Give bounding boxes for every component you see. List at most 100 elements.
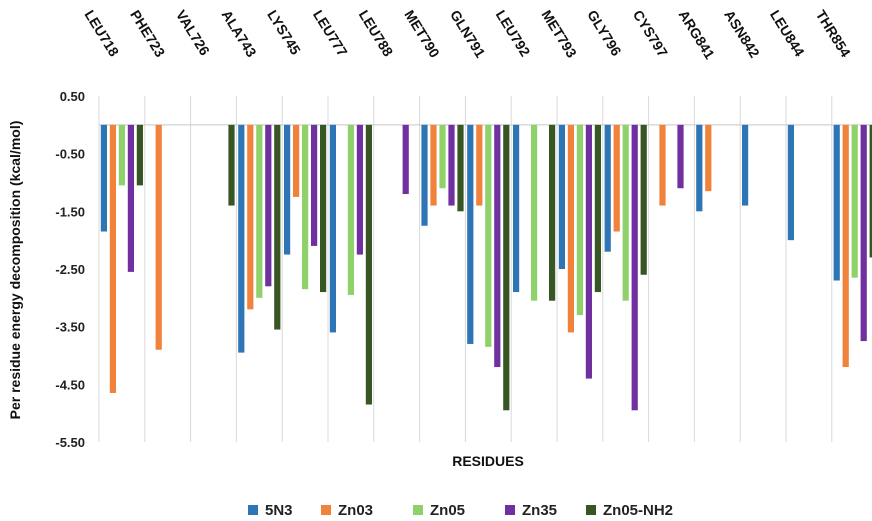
bar-zn35 <box>127 124 134 272</box>
bar-zn05-nh2 <box>365 124 372 405</box>
y-tick-label: 0.50 <box>60 89 85 104</box>
y-axis-title: Per residue energy decomposition (kcal/m… <box>7 121 23 420</box>
bar-zn03 <box>430 124 437 206</box>
bar-5n3 <box>558 124 565 269</box>
bar-5n3 <box>100 124 107 232</box>
legend-item-zn05-nh2: Zn05-NH2 <box>586 502 673 519</box>
legend-swatch <box>413 505 423 515</box>
category-label: GLY796 <box>584 7 625 59</box>
y-tick-label: -3.50 <box>55 320 85 335</box>
category-label: CYS797 <box>630 7 671 60</box>
y-tick-label: -5.50 <box>55 435 85 450</box>
legend-swatch <box>505 505 515 515</box>
bar-zn35 <box>585 124 592 379</box>
bar-zn03 <box>247 124 254 310</box>
bar-zn05-nh2 <box>640 124 647 275</box>
category-label: THR854 <box>813 7 854 60</box>
bar-zn03 <box>109 124 116 393</box>
bar-zn05 <box>485 124 492 347</box>
bar-zn05-nh2 <box>274 124 281 330</box>
bar-zn05 <box>531 124 538 301</box>
category-label: MET790 <box>401 7 443 61</box>
category-label: LEU792 <box>493 7 534 59</box>
bar-zn05 <box>622 124 629 301</box>
legend-item-5n3: 5N3 <box>248 502 293 519</box>
bar-zn05 <box>302 124 309 290</box>
bar-5n3 <box>696 124 703 212</box>
legend-label: Zn03 <box>338 502 373 519</box>
bar-zn05-nh2 <box>594 124 601 293</box>
bar-zn03 <box>842 124 849 368</box>
bar-zn35 <box>494 124 501 368</box>
bar-zn05-nh2 <box>869 124 872 258</box>
bar-zn35 <box>356 124 363 255</box>
bar-zn05-nh2 <box>320 124 327 293</box>
bar-zn35 <box>402 124 409 195</box>
bar-zn03 <box>155 124 162 350</box>
legend-label: 5N3 <box>265 502 293 519</box>
bar-5n3 <box>742 124 749 206</box>
bar-zn05 <box>439 124 446 189</box>
legend: 5N3 Zn03 Zn05 Zn35 Zn05-NH2 <box>248 502 673 519</box>
bar-zn05-nh2 <box>503 124 510 411</box>
category-label: LEU844 <box>767 7 808 59</box>
bars <box>100 124 872 411</box>
legend-label: Zn05 <box>430 502 465 519</box>
bar-zn35 <box>448 124 455 206</box>
x-axis-title: RESIDUES <box>452 453 524 469</box>
category-label: PHE723 <box>127 7 168 60</box>
y-tick-label: -1.50 <box>55 204 85 219</box>
category-label: ASN842 <box>721 7 763 61</box>
bar-zn03 <box>659 124 666 206</box>
bar-zn05-nh2 <box>549 124 556 301</box>
bar-zn05 <box>576 124 583 316</box>
category-label: LEU718 <box>81 7 122 59</box>
legend-item-zn03: Zn03 <box>321 502 373 519</box>
y-tick-label: -0.50 <box>55 147 85 162</box>
category-label: VAL726 <box>173 7 213 58</box>
bar-5n3 <box>238 124 245 353</box>
category-label: LEU777 <box>310 7 351 59</box>
bar-zn03 <box>705 124 712 192</box>
bar-5n3 <box>833 124 840 281</box>
bar-5n3 <box>513 124 520 293</box>
bar-zn05 <box>347 124 354 295</box>
category-label: MET793 <box>538 7 580 61</box>
legend-item-zn35: Zn35 <box>505 502 557 519</box>
category-label: ARG841 <box>676 7 719 62</box>
bar-zn05 <box>256 124 263 298</box>
bar-5n3 <box>467 124 474 344</box>
bar-zn35 <box>265 124 272 287</box>
bar-zn05 <box>851 124 858 278</box>
legend-label: Zn05-NH2 <box>603 502 673 519</box>
y-tick-label: -2.50 <box>55 262 85 277</box>
bar-zn05-nh2 <box>228 124 235 206</box>
y-tick-label: -4.50 <box>55 377 85 392</box>
category-label: ALA743 <box>219 7 260 60</box>
bar-zn35 <box>631 124 638 411</box>
bar-5n3 <box>329 124 336 333</box>
category-labels: LEU718 PHE723 VAL726 ALA743 LYS745 LEU777 LEU7… <box>81 7 854 62</box>
legend-item-zn05: Zn05 <box>413 502 465 519</box>
bar-zn03 <box>613 124 620 232</box>
bar-zn35 <box>860 124 867 342</box>
legend-swatch <box>321 505 331 515</box>
y-axis-ticks: 0.50 -0.50 -1.50 -2.50 -3.50 -4.50 -5.50 <box>55 89 85 450</box>
bar-5n3 <box>421 124 428 226</box>
category-label: GLN791 <box>447 7 489 61</box>
bar-zn35 <box>311 124 318 246</box>
legend-label: Zn35 <box>522 502 557 519</box>
bar-5n3 <box>787 124 794 241</box>
bar-zn03 <box>293 124 300 197</box>
legend-swatch <box>248 505 258 515</box>
legend-swatch <box>586 505 596 515</box>
bar-zn05-nh2 <box>457 124 464 212</box>
bar-zn05-nh2 <box>136 124 143 186</box>
bar-5n3 <box>604 124 611 252</box>
bar-zn03 <box>476 124 483 206</box>
bar-zn03 <box>567 124 574 333</box>
bar-zn05 <box>118 124 125 186</box>
category-label: LYS745 <box>264 7 304 57</box>
category-separators <box>98 96 833 442</box>
